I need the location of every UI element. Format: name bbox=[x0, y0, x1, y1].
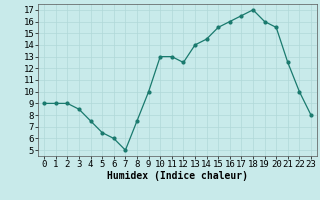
X-axis label: Humidex (Indice chaleur): Humidex (Indice chaleur) bbox=[107, 171, 248, 181]
